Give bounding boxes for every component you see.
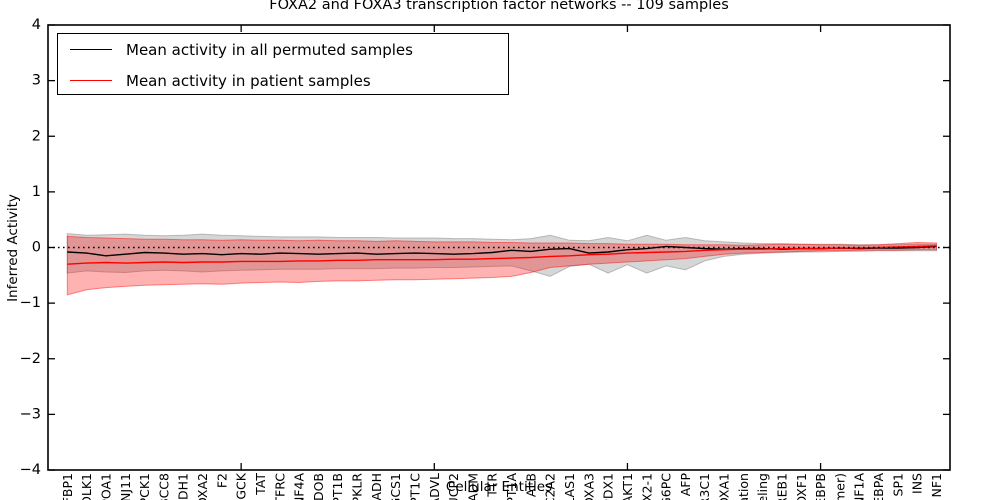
x-tick-label: F2	[214, 473, 229, 488]
y-tick-label: 2	[32, 128, 41, 144]
x-tick-label: ALB	[523, 473, 538, 497]
x-tick-label: FOXF1	[794, 473, 809, 500]
x-tick-label: ACADM	[465, 473, 480, 500]
x-tick-label: CEBPA	[871, 473, 886, 500]
x-tick-label: NR3C1	[697, 473, 712, 500]
x-tick-label: CPT1A	[504, 473, 519, 500]
x-tick-label: INS	[910, 473, 925, 494]
legend-item-permuted: Mean activity in all permuted samples	[58, 34, 508, 65]
x-tick-label: G6PC	[659, 473, 674, 500]
x-tick-label: TAT	[253, 473, 268, 496]
x-tick-label: PCK1	[137, 473, 152, 500]
patient-samples-spread-band	[66, 235, 937, 296]
permuted-line-swatch-icon	[70, 49, 112, 50]
x-tick-label: FOXA3	[581, 473, 596, 500]
x-tick-label: UCP2	[446, 473, 461, 500]
y-tick-label: 0	[32, 240, 41, 256]
x-tick-label: HNF4A	[292, 473, 307, 500]
x-tick-label: ALAS1	[562, 473, 577, 500]
x-tick-label: GCK	[234, 472, 249, 499]
legend: Mean activity in all permuted samples Me…	[57, 33, 509, 95]
x-tick-label: APOA1	[98, 473, 113, 500]
y-tick-label: −2	[20, 351, 41, 367]
y-tick-label: 4	[32, 17, 41, 33]
y-tick-label: 1	[32, 184, 41, 200]
x-tick-label: PKLR	[350, 473, 365, 500]
permuted-samples-spread-band	[66, 233, 937, 277]
x-tick-label: ABCC8	[156, 473, 171, 500]
x-tick-label: BDH1	[176, 473, 191, 500]
x-tick-label: HMGCS1	[388, 473, 403, 500]
chart-title: FOXA2 and FOXA3 transcription factor net…	[269, 0, 729, 13]
x-tick-label: FOXA1	[717, 473, 732, 500]
y-tick-label: −4	[20, 462, 41, 478]
x-tick-label: CREB1	[775, 473, 790, 500]
legend-label: Mean activity in patient samples	[126, 71, 371, 90]
x-tick-label: TFRC	[272, 473, 287, 500]
x-tick-label: PDX1	[601, 473, 616, 500]
x-tick-label: NF1	[929, 473, 944, 498]
x-tick-label: CPT1C	[408, 473, 423, 500]
patient-line-swatch-icon	[70, 80, 112, 81]
y-axis-title: Inferred Activity	[5, 194, 21, 302]
x-tick-label: AFP	[678, 473, 693, 497]
Mean-activity-in-patient-samples-line	[67, 245, 937, 265]
x-tick-label: CPT1B	[330, 473, 345, 500]
legend-label: Mean activity in all permuted samples	[126, 40, 413, 59]
x-axis-title: Cellular Entities	[445, 479, 553, 495]
x-tick-label: chromatin remodeling	[755, 473, 770, 500]
x-tick-label: IGFBP1	[60, 473, 75, 500]
x-tick-label: TTR	[485, 473, 500, 498]
y-tick-label: 3	[32, 73, 41, 89]
x-tick-label: response to starvation	[736, 473, 751, 500]
x-tick-label: SLC2A2	[543, 473, 558, 500]
x-tick-label: HNF1A	[852, 473, 867, 500]
x-tick-label: ACADVL	[427, 473, 442, 500]
x-tick-label: FOXA2	[195, 473, 210, 500]
x-tick-label: DLK1	[79, 473, 94, 500]
legend-item-patient: Mean activity in patient samples	[58, 65, 508, 96]
y-tick-label: −1	[20, 295, 41, 311]
y-tick-label: −3	[20, 406, 41, 422]
x-tick-label: ALDOB	[311, 473, 326, 500]
x-tick-label: NKX2-1	[639, 473, 654, 500]
x-tick-label: AKT1	[620, 473, 635, 500]
x-tick-label: CEBPB	[813, 473, 828, 500]
x-tick-label: SP1	[890, 473, 905, 496]
x-tick-label: HADH	[369, 473, 384, 500]
x-tick-label: HNF1A (dimer)	[832, 473, 847, 500]
x-tick-label: KCNJ11	[118, 473, 133, 500]
